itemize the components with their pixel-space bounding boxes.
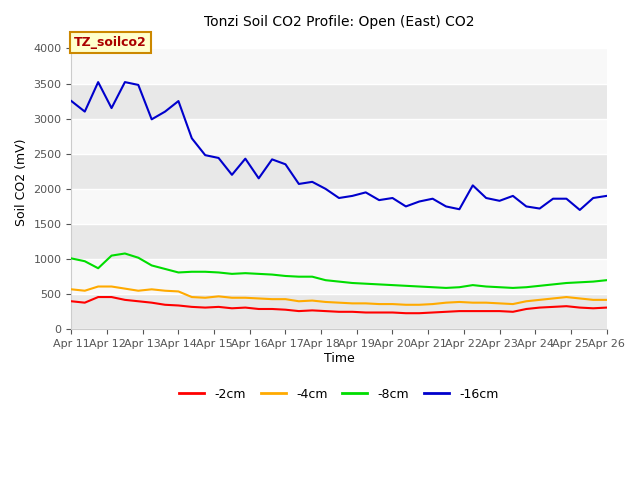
Bar	[72, 119, 607, 154]
Bar	[72, 154, 607, 189]
Bar	[72, 189, 607, 224]
Bar	[72, 84, 607, 119]
Legend: -2cm, -4cm, -8cm, -16cm: -2cm, -4cm, -8cm, -16cm	[175, 383, 504, 406]
Bar	[72, 48, 607, 84]
Title: Tonzi Soil CO2 Profile: Open (East) CO2: Tonzi Soil CO2 Profile: Open (East) CO2	[204, 15, 474, 29]
Bar	[72, 259, 607, 294]
X-axis label: Time: Time	[324, 352, 355, 365]
Y-axis label: Soil CO2 (mV): Soil CO2 (mV)	[15, 138, 28, 226]
Text: TZ_soilco2: TZ_soilco2	[74, 36, 147, 49]
Bar	[72, 224, 607, 259]
Bar	[72, 294, 607, 329]
